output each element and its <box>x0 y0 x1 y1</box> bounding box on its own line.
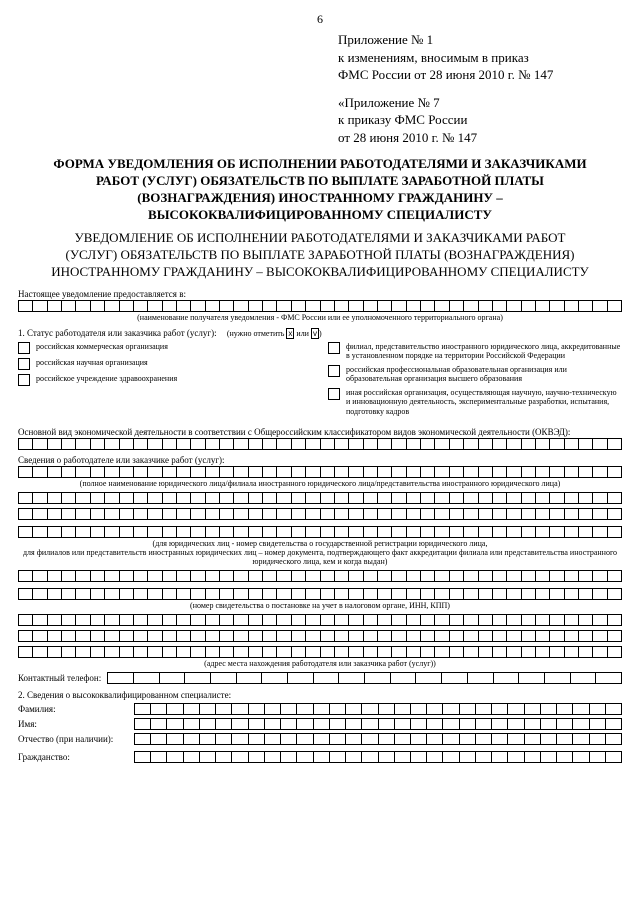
status-block: российская коммерческая организация росси… <box>18 342 622 421</box>
status-option-text: российское учреждение здравоохранения <box>36 374 177 384</box>
status-checkbox[interactable] <box>18 342 30 354</box>
surname-row[interactable] <box>134 703 622 715</box>
appendix7-l1: «Приложение № 7 <box>338 94 622 112</box>
legal-caption: (для юридических лиц - номер свидетельст… <box>18 539 622 566</box>
okved-label: Основной вид экономической деятельности … <box>18 427 622 437</box>
mark-hint: (нужно отметить x или v) <box>227 329 322 338</box>
section-1-label: 1. Статус работодателя или заказчика раб… <box>18 328 217 338</box>
status-checkbox[interactable] <box>328 365 340 377</box>
addr-caption: (адрес места нахождения работодателя или… <box>18 659 622 668</box>
empname-row-1[interactable] <box>18 466 622 478</box>
patronymic-row[interactable] <box>134 733 622 745</box>
tax-row[interactable] <box>18 588 622 600</box>
phone-label: Контактный телефон: <box>18 673 101 683</box>
status-checkbox[interactable] <box>328 388 340 400</box>
employer-info-label: Сведения о работодателе или заказчике ра… <box>18 455 622 465</box>
addr-row-3[interactable] <box>18 646 622 658</box>
empname-row-2[interactable] <box>18 492 622 504</box>
appendix1-l3: ФМС России от 28 июня 2010 г. № 147 <box>338 66 622 84</box>
status-option-text: иная российская организация, осуществляю… <box>346 388 622 417</box>
status-checkbox[interactable] <box>18 358 30 370</box>
page-number: 6 <box>18 12 622 27</box>
appendix7-l2: к приказу ФМС России <box>338 111 622 129</box>
recipient-row[interactable] <box>18 300 622 312</box>
form-title-bold: ФОРМА УВЕДОМЛЕНИЯ ОБ ИСПОЛНЕНИИ РАБОТОДА… <box>38 156 602 224</box>
appendix1-l2: к изменениям, вносимым в приказ <box>338 49 622 67</box>
status-checkbox[interactable] <box>18 374 30 386</box>
appendix-7: «Приложение № 7 к приказу ФМС России от … <box>338 94 622 147</box>
addr-row-1[interactable] <box>18 614 622 626</box>
phone-row[interactable] <box>107 672 622 684</box>
recipient-caption: (наименование получателя уведомления - Ф… <box>18 313 622 322</box>
status-checkbox[interactable] <box>328 342 340 354</box>
form-title-normal: УВЕДОМЛЕНИЕ ОБ ИСПОЛНЕНИИ РАБОТОДАТЕЛЯМИ… <box>48 230 592 281</box>
status-option-text: российская профессиональная образователь… <box>346 365 622 384</box>
status-option-text: российская коммерческая организация <box>36 342 168 352</box>
status-option-text: российская научная организация <box>36 358 148 368</box>
status-option-text: филиал, представительство иностранного ю… <box>346 342 622 361</box>
empname-row-3[interactable] <box>18 508 622 520</box>
reg-row-2[interactable] <box>18 570 622 582</box>
section-2-label: 2. Сведения о высококвалифицированном сп… <box>18 690 622 700</box>
reg-row-1[interactable] <box>18 526 622 538</box>
present-to-label: Настоящее уведомление предоставляется в: <box>18 289 622 299</box>
appendix7-l3: от 28 июня 2010 г. № 147 <box>338 129 622 147</box>
fullname-caption: (полное наименование юридического лица/ф… <box>18 479 622 488</box>
name-label: Имя: <box>18 719 128 729</box>
patronymic-label: Отчество (при наличии): <box>18 734 128 744</box>
name-row[interactable] <box>134 718 622 730</box>
citizenship-label: Гражданство: <box>18 752 128 762</box>
surname-label: Фамилия: <box>18 704 128 714</box>
okved-row[interactable] <box>18 438 622 450</box>
citizenship-row[interactable] <box>134 751 622 763</box>
appendix-1: Приложение № 1 к изменениям, вносимым в … <box>338 31 622 84</box>
appendix1-l1: Приложение № 1 <box>338 31 622 49</box>
addr-row-2[interactable] <box>18 630 622 642</box>
tax-caption: (номер свидетельства о постановке на уче… <box>18 601 622 610</box>
